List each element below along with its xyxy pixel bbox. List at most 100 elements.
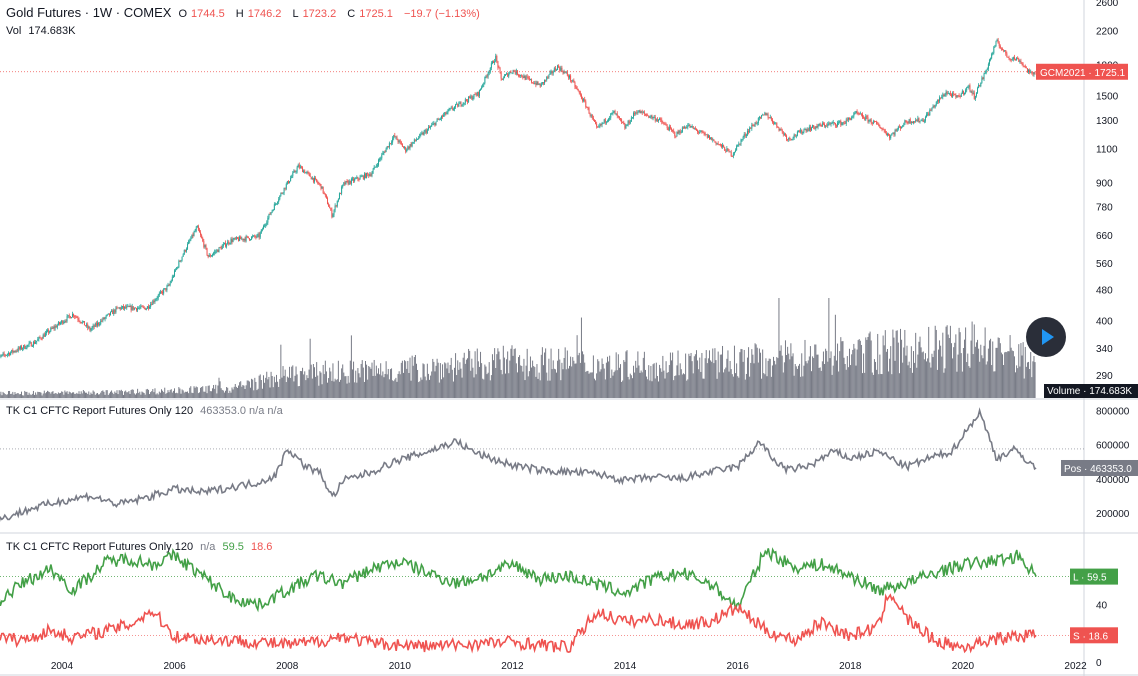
candle-body — [95, 323, 97, 326]
volume-bar — [157, 394, 159, 398]
volume-bar — [74, 393, 76, 398]
volume-bar — [522, 371, 524, 398]
candle-body — [871, 122, 873, 124]
candle-body — [860, 113, 862, 115]
candle-body — [188, 241, 190, 244]
candle-body — [459, 102, 461, 104]
candle-body — [31, 346, 33, 347]
volume-bar — [77, 393, 79, 398]
volume-bar — [980, 344, 982, 398]
candle-body — [548, 74, 550, 78]
candle-body — [1032, 72, 1034, 75]
candle-body — [1010, 59, 1012, 61]
volume-bar — [643, 351, 645, 398]
candle-body — [681, 127, 683, 133]
volume-bar — [883, 345, 885, 398]
volume-bar — [868, 333, 870, 398]
volume-bar — [850, 365, 852, 398]
volume-bar — [18, 394, 20, 398]
volume-bar — [475, 374, 477, 398]
volume-bar — [317, 375, 319, 398]
candle-body — [1028, 70, 1030, 73]
candle-body — [378, 159, 380, 166]
volume-bar — [553, 368, 555, 398]
volume-bar — [289, 366, 291, 398]
candle-body — [439, 118, 441, 120]
candle-body — [296, 167, 298, 172]
ls-pane-legend: TK C1 CFTC Report Futures Only 120 n/a 5… — [6, 541, 276, 553]
candle-body — [808, 126, 810, 131]
volume-bar — [806, 363, 808, 398]
volume-bar — [166, 392, 168, 398]
candle-body — [152, 300, 154, 305]
volume-bar — [576, 335, 578, 398]
volume-bar — [116, 390, 118, 398]
volume-bar — [859, 340, 861, 398]
candle-body — [131, 306, 133, 311]
candle-body — [64, 321, 66, 322]
candle-body — [945, 91, 947, 95]
candle-body — [956, 95, 958, 98]
volume-bar — [908, 361, 910, 398]
price-axis-tick: 400 — [1096, 316, 1113, 327]
candle-body — [743, 134, 745, 138]
pos-line — [0, 407, 1037, 523]
volume-bar — [209, 391, 211, 398]
volume-bar — [946, 325, 948, 398]
candle-body — [603, 119, 605, 123]
volume-bar — [485, 366, 487, 398]
candle-body — [712, 139, 714, 141]
volume-bar — [826, 350, 828, 398]
volume-bar — [406, 368, 408, 398]
volume-bar — [388, 379, 390, 398]
candle-body — [146, 306, 148, 309]
candle-body — [496, 55, 498, 62]
candle-body — [852, 116, 854, 118]
candle-body — [353, 178, 355, 182]
volume-bar — [638, 365, 640, 398]
candle-body — [395, 136, 397, 138]
volume-bar — [303, 374, 305, 398]
candle-body — [623, 122, 625, 125]
volume-bar — [324, 360, 326, 398]
candle-body — [80, 322, 82, 324]
candle-body — [407, 146, 409, 150]
candle-body — [120, 307, 122, 310]
candle-body — [83, 321, 85, 326]
candle-body — [364, 173, 366, 178]
volume-bar — [328, 378, 330, 398]
candle-body — [206, 248, 208, 255]
candle-body — [462, 103, 464, 106]
volume-bar — [775, 364, 777, 398]
candle-body — [3, 353, 5, 355]
play-button[interactable] — [1026, 317, 1066, 357]
candle-body — [497, 61, 499, 68]
volume-bar — [902, 362, 904, 398]
candle-body — [61, 320, 63, 323]
volume-bar — [622, 380, 624, 398]
candle-body — [244, 238, 246, 241]
volume-bar — [661, 371, 663, 398]
candle-body — [400, 141, 402, 144]
volume-bar — [175, 393, 177, 398]
candle-body — [776, 122, 778, 127]
volume-bar — [852, 349, 854, 398]
volume-bar — [655, 362, 657, 398]
candle-body — [179, 261, 181, 262]
volume-bar — [272, 387, 274, 398]
volume-bar — [93, 391, 95, 398]
candle-body — [74, 316, 76, 317]
volume-bar — [346, 383, 348, 398]
candle-body — [247, 236, 249, 239]
price-axis-tick: 2600 — [1096, 0, 1119, 9]
candle-body — [494, 61, 496, 63]
candle-body — [234, 238, 236, 239]
volume-bar — [725, 367, 727, 398]
volume-bar — [136, 393, 138, 398]
candle-body — [2, 353, 4, 355]
candle-body — [325, 195, 327, 199]
candle-body — [332, 214, 334, 217]
volume-badge-text: Volume · 174.683K — [1047, 386, 1132, 397]
candle-body — [416, 139, 418, 141]
volume-bar — [78, 391, 80, 398]
